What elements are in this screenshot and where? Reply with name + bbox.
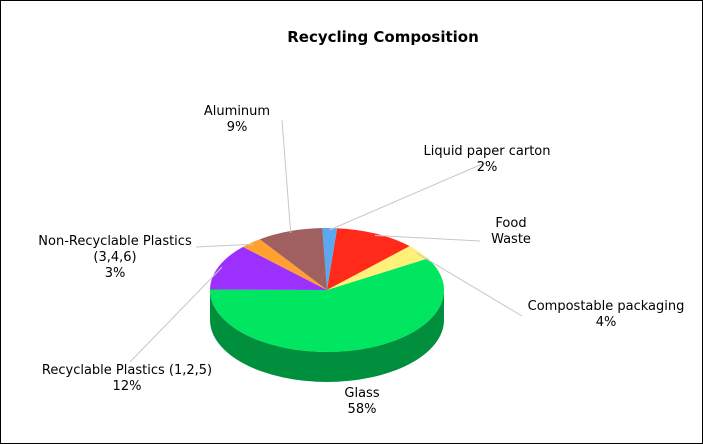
slice-label-compostable-packaging: 4% — [596, 315, 617, 330]
slice-label-aluminum: 9% — [227, 120, 248, 135]
pie-slice-non-recyclable-plastics-3-4-6 — [242, 239, 327, 290]
slice-label-non-recyclable-plastics-3-4-6: Non-Recyclable Plastics — [38, 234, 192, 249]
pie-slice-recyclable-plastics-1-2-5 — [210, 246, 327, 290]
pie-slice-glass — [209, 258, 444, 352]
leader-line-food-waste — [374, 234, 481, 242]
pie-slice-aluminum — [259, 228, 327, 290]
pie-slice-compostable-packaging — [327, 246, 428, 290]
pie-side-glass — [210, 290, 444, 382]
leader-line-compostable-packaging — [416, 252, 523, 317]
chart-title: Recycling Composition — [287, 28, 479, 46]
slice-label-food-waste: Waste — [491, 232, 531, 247]
slice-label-recyclable-plastics-1-2-5: Recyclable Plastics (1,2,5) — [42, 363, 212, 378]
slice-label-aluminum: Aluminum — [204, 104, 270, 119]
leader-line-aluminum — [281, 119, 292, 234]
slice-label-liquid-paper-carton: Liquid paper carton — [423, 144, 550, 159]
slice-label-food-waste: Food — [495, 216, 526, 231]
leader-line-non-recyclable-plastics-3-4-6 — [195, 243, 254, 248]
slice-label-recyclable-plastics-1-2-5: 12% — [113, 379, 142, 394]
slice-label-non-recyclable-plastics-3-4-6: 3% — [105, 266, 126, 281]
leader-line-recyclable-plastics-1-2-5 — [129, 266, 223, 363]
leader-line-liquid-paper-carton — [329, 161, 488, 231]
slice-label-compostable-packaging: Compostable packaging — [528, 299, 685, 314]
slice-label-non-recyclable-plastics-3-4-6: (3,4,6) — [93, 250, 136, 265]
slice-label-glass: Glass — [344, 386, 379, 401]
pie-slice-liquid-paper-carton — [322, 228, 338, 290]
pie-slice-food-waste — [327, 228, 410, 290]
slice-label-liquid-paper-carton: 2% — [477, 160, 498, 175]
slice-label-glass: 58% — [348, 402, 377, 417]
